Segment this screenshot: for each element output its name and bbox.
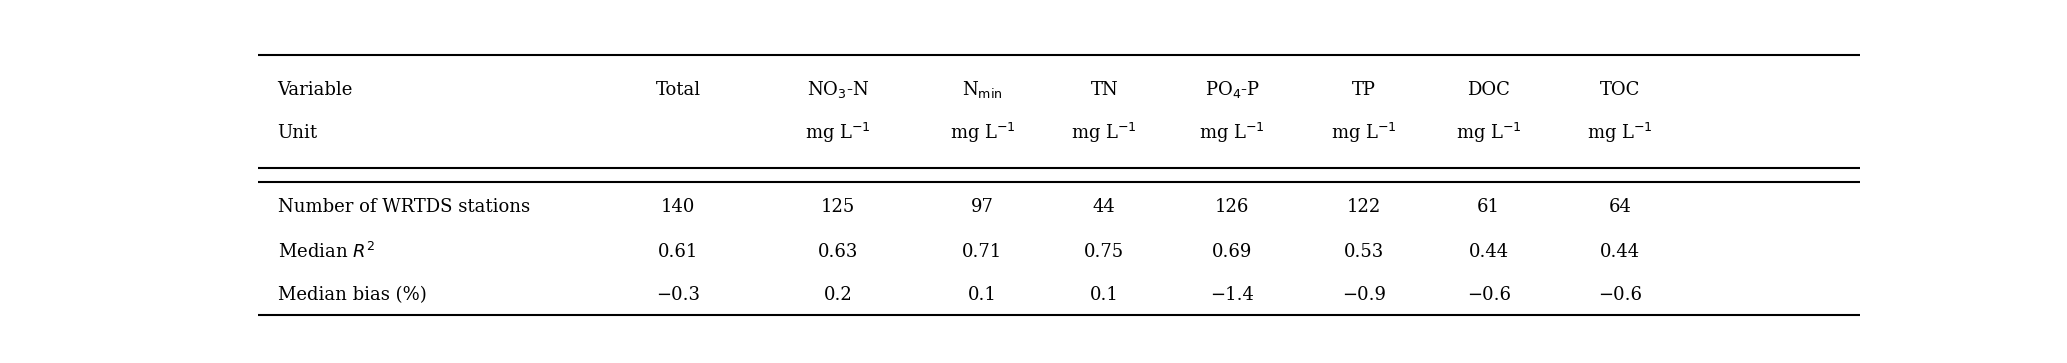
Text: 97: 97 bbox=[971, 198, 994, 216]
Text: mg L$^{-1}$: mg L$^{-1}$ bbox=[1455, 121, 1521, 145]
Text: mg L$^{-1}$: mg L$^{-1}$ bbox=[1587, 121, 1654, 145]
Text: −1.4: −1.4 bbox=[1211, 286, 1255, 304]
Text: 122: 122 bbox=[1346, 198, 1381, 216]
Text: −0.3: −0.3 bbox=[655, 286, 701, 304]
Text: PO$_4$-P: PO$_4$-P bbox=[1205, 79, 1261, 100]
Text: mg L$^{-1}$: mg L$^{-1}$ bbox=[1199, 121, 1265, 145]
Text: 0.75: 0.75 bbox=[1083, 243, 1124, 261]
Text: −0.9: −0.9 bbox=[1341, 286, 1385, 304]
Text: TP: TP bbox=[1352, 81, 1377, 99]
Text: Total: Total bbox=[655, 81, 701, 99]
Text: 125: 125 bbox=[821, 198, 856, 216]
Text: Unit: Unit bbox=[277, 124, 318, 142]
Text: Median bias (%): Median bias (%) bbox=[277, 286, 426, 304]
Text: 64: 64 bbox=[1608, 198, 1631, 216]
Text: 0.1: 0.1 bbox=[967, 286, 996, 304]
Text: 44: 44 bbox=[1093, 198, 1116, 216]
Text: 0.53: 0.53 bbox=[1344, 243, 1383, 261]
Text: 0.63: 0.63 bbox=[819, 243, 858, 261]
Text: 0.69: 0.69 bbox=[1211, 243, 1253, 261]
Text: 0.71: 0.71 bbox=[963, 243, 1002, 261]
Text: mg L$^{-1}$: mg L$^{-1}$ bbox=[1071, 121, 1137, 145]
Text: DOC: DOC bbox=[1468, 81, 1511, 99]
Text: 0.44: 0.44 bbox=[1600, 243, 1639, 261]
Text: −0.6: −0.6 bbox=[1468, 286, 1511, 304]
Text: NO$_3$-N: NO$_3$-N bbox=[806, 79, 870, 100]
Text: 0.1: 0.1 bbox=[1089, 286, 1118, 304]
Text: mg L$^{-1}$: mg L$^{-1}$ bbox=[806, 121, 870, 145]
Text: N$_{\mathrm{min}}$: N$_{\mathrm{min}}$ bbox=[961, 79, 1002, 100]
Text: 0.44: 0.44 bbox=[1468, 243, 1509, 261]
Text: 0.2: 0.2 bbox=[825, 286, 854, 304]
Text: 0.61: 0.61 bbox=[657, 243, 699, 261]
Text: mg L$^{-1}$: mg L$^{-1}$ bbox=[1331, 121, 1397, 145]
Text: 140: 140 bbox=[661, 198, 695, 216]
Text: Variable: Variable bbox=[277, 81, 353, 99]
Text: −0.6: −0.6 bbox=[1598, 286, 1641, 304]
Text: Median $R^2$: Median $R^2$ bbox=[277, 242, 374, 262]
Text: 61: 61 bbox=[1478, 198, 1501, 216]
Text: mg L$^{-1}$: mg L$^{-1}$ bbox=[949, 121, 1015, 145]
Text: 126: 126 bbox=[1215, 198, 1251, 216]
Text: Number of WRTDS stations: Number of WRTDS stations bbox=[277, 198, 529, 216]
Text: TOC: TOC bbox=[1600, 81, 1641, 99]
Text: TN: TN bbox=[1091, 81, 1118, 99]
